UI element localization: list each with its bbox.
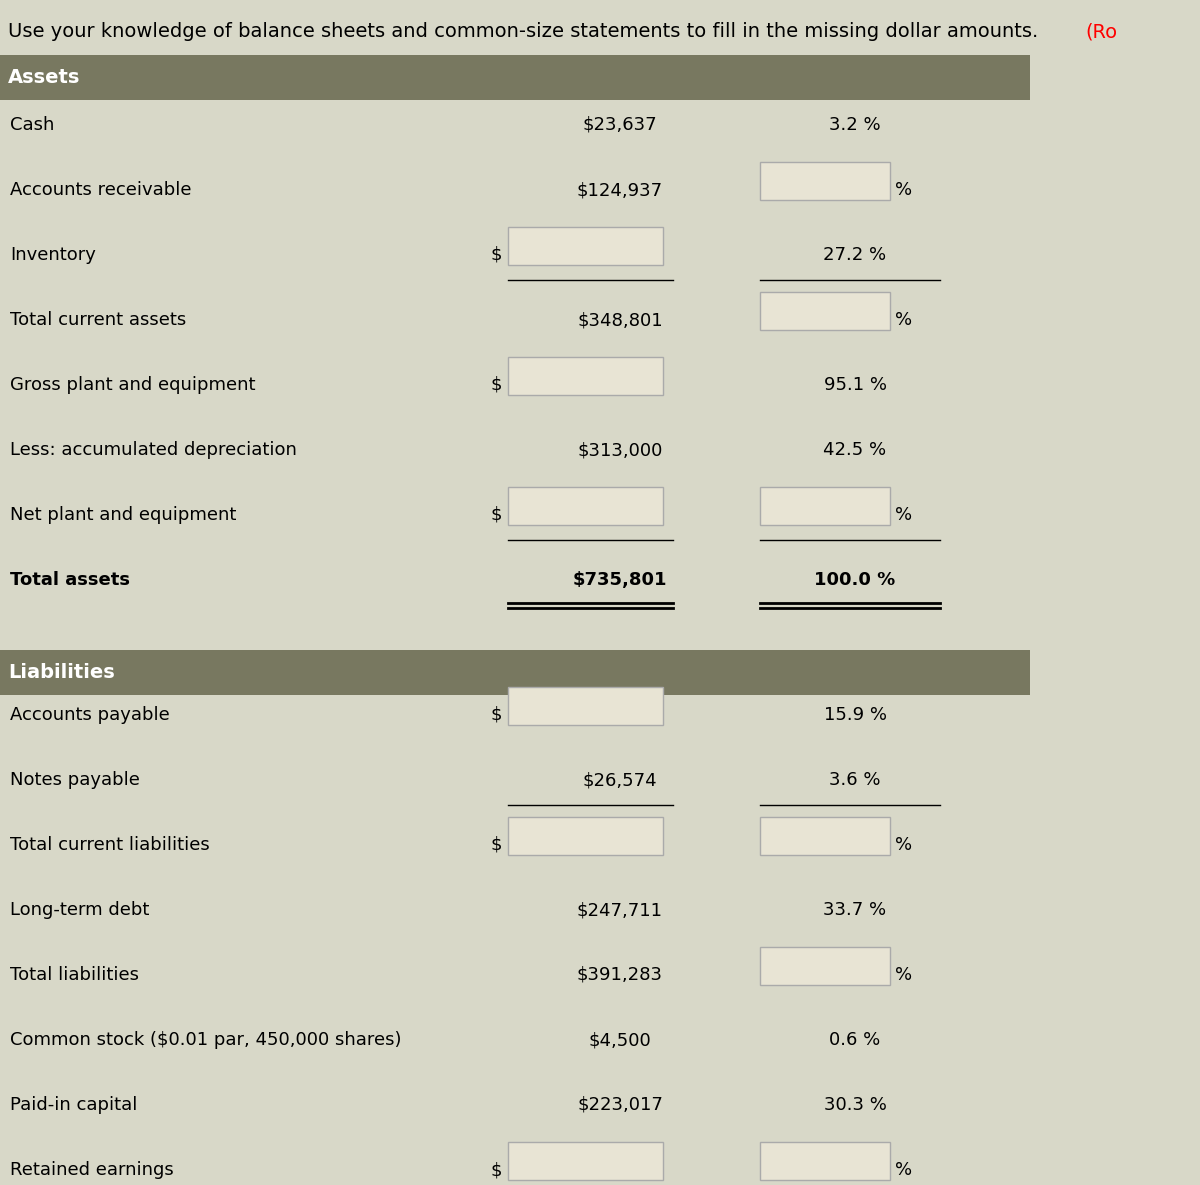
Text: $: $ — [490, 835, 502, 854]
Text: Common stock ($0.01 par, 450,000 shares): Common stock ($0.01 par, 450,000 shares) — [10, 1031, 402, 1049]
Text: $223,017: $223,017 — [577, 1096, 662, 1114]
Text: Inventory: Inventory — [10, 246, 96, 264]
Text: 0.6 %: 0.6 % — [829, 1031, 881, 1049]
Bar — [508, 226, 662, 264]
Text: 42.5 %: 42.5 % — [823, 441, 887, 459]
Bar — [760, 487, 890, 525]
Text: $: $ — [490, 1161, 502, 1179]
Bar — [760, 292, 890, 329]
Text: Total assets: Total assets — [10, 571, 130, 589]
Bar — [508, 1141, 662, 1179]
Bar — [508, 816, 662, 854]
Text: $4,500: $4,500 — [589, 1031, 652, 1049]
Bar — [508, 487, 662, 525]
Text: $735,801: $735,801 — [572, 571, 667, 589]
Text: Long-term debt: Long-term debt — [10, 901, 149, 920]
Text: Total current assets: Total current assets — [10, 310, 186, 329]
Text: %: % — [895, 181, 912, 199]
Bar — [760, 1141, 890, 1179]
Bar — [508, 686, 662, 724]
Text: Accounts receivable: Accounts receivable — [10, 181, 192, 199]
Text: %: % — [895, 506, 912, 524]
Text: Net plant and equipment: Net plant and equipment — [10, 506, 236, 524]
Text: $247,711: $247,711 — [577, 901, 662, 920]
Text: 15.9 %: 15.9 % — [823, 706, 887, 724]
Text: 3.6 %: 3.6 % — [829, 771, 881, 789]
Text: $: $ — [490, 246, 502, 264]
Text: 33.7 %: 33.7 % — [823, 901, 887, 920]
Text: Less: accumulated depreciation: Less: accumulated depreciation — [10, 441, 296, 459]
Text: $124,937: $124,937 — [577, 181, 664, 199]
Bar — [508, 357, 662, 395]
Text: $313,000: $313,000 — [577, 441, 662, 459]
Text: $23,637: $23,637 — [583, 116, 658, 134]
Text: 95.1 %: 95.1 % — [823, 376, 887, 393]
Text: $26,574: $26,574 — [583, 771, 658, 789]
Bar — [760, 161, 890, 199]
Text: (Ro: (Ro — [1085, 23, 1117, 41]
Text: %: % — [895, 966, 912, 984]
Bar — [760, 947, 890, 985]
Text: 27.2 %: 27.2 % — [823, 246, 887, 264]
Text: Accounts payable: Accounts payable — [10, 706, 169, 724]
Text: $391,283: $391,283 — [577, 966, 662, 984]
Text: Liabilities: Liabilities — [8, 662, 115, 683]
Text: Retained earnings: Retained earnings — [10, 1161, 174, 1179]
Text: $348,801: $348,801 — [577, 310, 662, 329]
Bar — [760, 816, 890, 854]
Text: $: $ — [490, 706, 502, 724]
Bar — [0, 55, 1030, 100]
Text: $: $ — [490, 506, 502, 524]
Text: 100.0 %: 100.0 % — [815, 571, 895, 589]
Text: Use your knowledge of balance sheets and common-size statements to fill in the m: Use your knowledge of balance sheets and… — [8, 23, 1044, 41]
Text: Paid-in capital: Paid-in capital — [10, 1096, 137, 1114]
Text: 3.2 %: 3.2 % — [829, 116, 881, 134]
Text: Total current liabilities: Total current liabilities — [10, 835, 210, 854]
Text: Gross plant and equipment: Gross plant and equipment — [10, 376, 256, 393]
Text: Notes payable: Notes payable — [10, 771, 140, 789]
Text: %: % — [895, 835, 912, 854]
Text: %: % — [895, 1161, 912, 1179]
Text: Cash: Cash — [10, 116, 54, 134]
Text: 30.3 %: 30.3 % — [823, 1096, 887, 1114]
Text: $: $ — [490, 376, 502, 393]
Bar — [0, 651, 1030, 694]
Text: %: % — [895, 310, 912, 329]
Text: Total liabilities: Total liabilities — [10, 966, 139, 984]
Text: Assets: Assets — [8, 68, 80, 87]
